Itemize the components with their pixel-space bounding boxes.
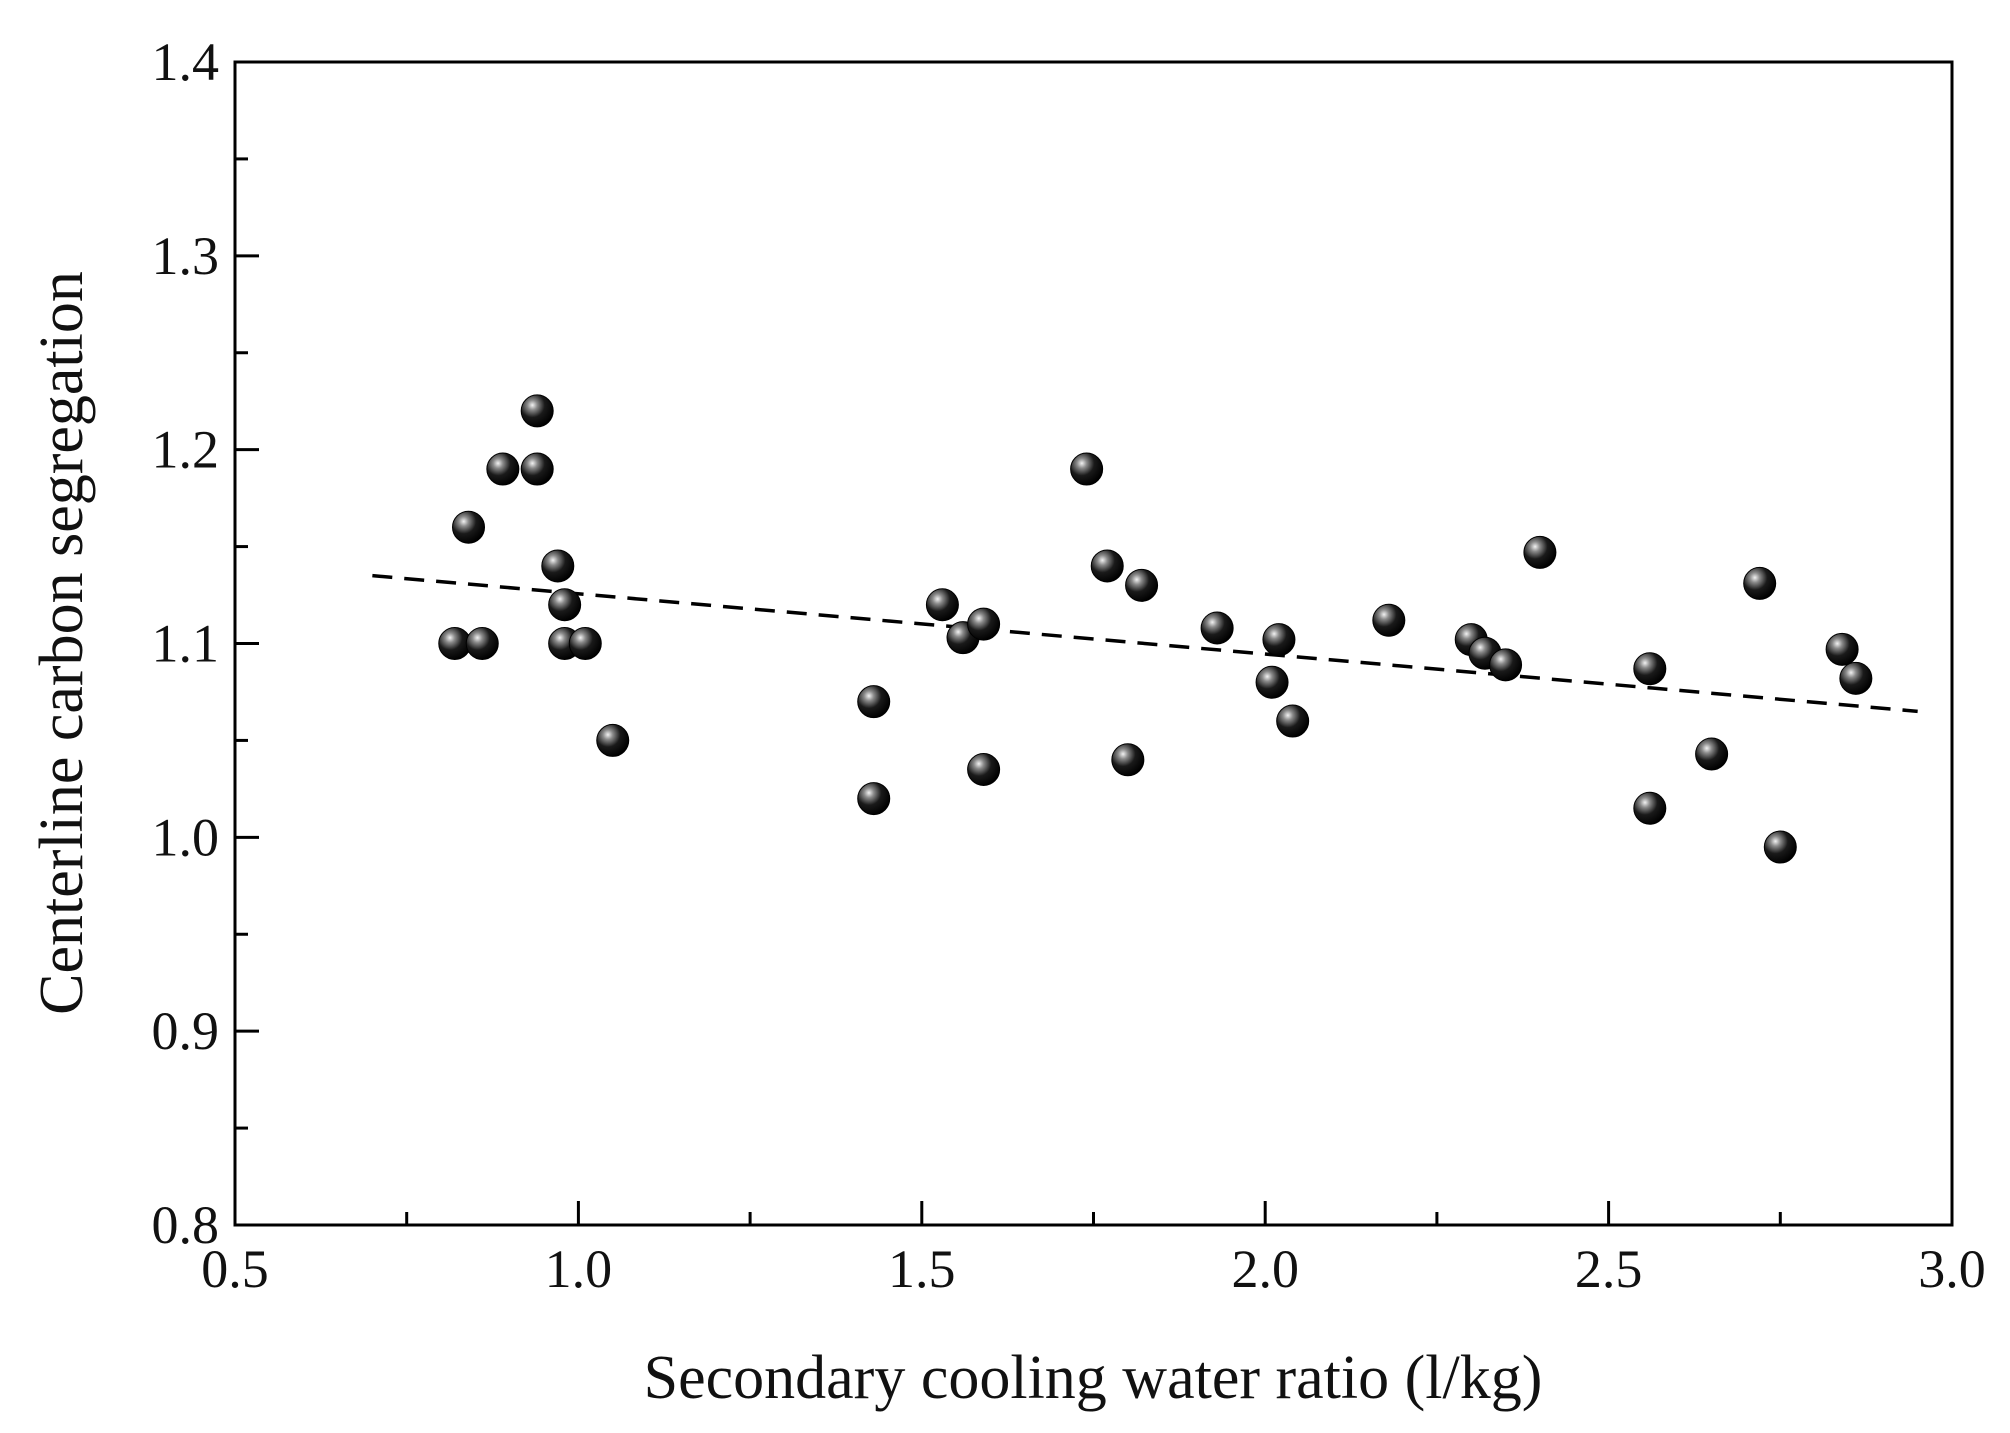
data-point [520,394,554,428]
data-point [1523,535,1557,569]
y-tick-label: 1.3 [152,226,220,286]
data-point [925,588,959,622]
data-point [1262,623,1296,657]
data-point [1090,549,1124,583]
y-tick-label: 1.4 [152,32,220,92]
data-point [1111,743,1145,777]
data-point [1070,452,1104,486]
y-tick-label: 1.2 [152,420,220,480]
x-axis-tick-labels: 0.5 1.0 1.5 2.0 2.5 3.0 [201,1239,1986,1299]
data-point [465,627,499,660]
data-point [1489,648,1523,682]
y-axis-ticks [235,60,259,1227]
data-point [857,782,891,816]
data-point [967,752,1001,786]
data-point [541,549,575,583]
data-point [1125,568,1159,602]
x-tick-label: 2.0 [1231,1239,1299,1299]
data-point [1633,791,1667,825]
data-point [1255,665,1289,699]
data-points [438,394,1873,864]
x-axis-title: Secondary cooling water ratio (l/kg) [644,1344,1543,1412]
y-tick-label: 1.1 [152,614,220,674]
data-point [1743,566,1777,600]
data-point [967,607,1001,641]
data-point [1695,737,1729,771]
trendline [372,573,1918,714]
data-point [1372,603,1406,637]
y-tick-label: 0.9 [152,1001,220,1061]
data-point [1763,830,1797,864]
data-point [452,510,486,544]
data-point [1633,652,1667,686]
data-point [520,452,554,486]
data-point [596,723,630,757]
data-point [486,452,520,486]
x-tick-label: 1.5 [888,1239,956,1299]
data-point [548,588,582,622]
data-point [1276,704,1310,738]
data-point [1839,661,1873,695]
x-axis-ticks [233,1201,1954,1225]
x-tick-label: 1.0 [545,1239,613,1299]
x-tick-label: 3.0 [1918,1239,1986,1299]
x-tick-label: 0.5 [201,1239,269,1299]
y-tick-label: 1.0 [152,807,220,867]
y-axis-title: Centerline carbon segregation [28,271,96,1015]
trendline-layer [372,573,1918,714]
data-point [568,627,602,660]
x-tick-label: 2.5 [1575,1239,1643,1299]
data-point [857,685,891,719]
y-axis-tick-labels: 0.8 0.9 1.0 1.1 1.2 1.3 1.4 [152,32,220,1255]
data-point [1825,632,1859,666]
data-point [1200,611,1234,645]
y-tick-label: 0.8 [152,1195,220,1255]
